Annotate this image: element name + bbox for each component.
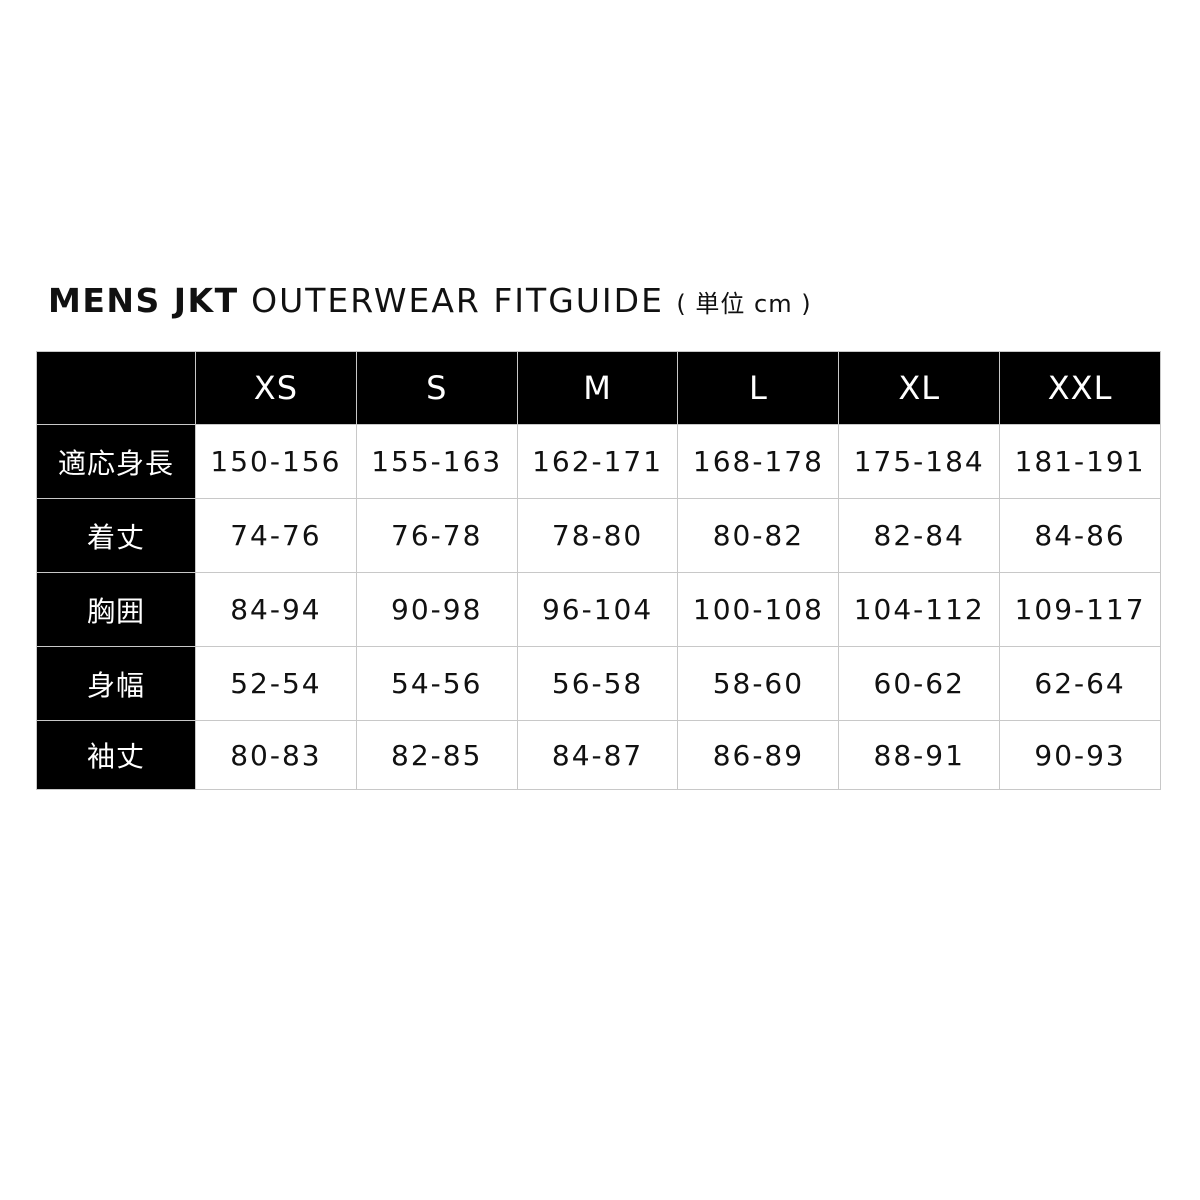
column-header-m: M [516, 351, 679, 425]
table-cell: 80-83 [195, 720, 357, 790]
table-cell: 58-60 [677, 646, 840, 721]
table-cell: 52-54 [195, 646, 357, 721]
table-cell: 82-85 [355, 720, 518, 790]
table-cell: 168-178 [677, 424, 840, 499]
table-cell: 90-98 [355, 572, 518, 647]
table-row: 袖丈 80-83 82-85 84-87 86-89 88-91 90-93 [36, 720, 1161, 790]
table-cell: 54-56 [355, 646, 518, 721]
table-cell: 155-163 [355, 424, 518, 499]
table-cell: 84-94 [195, 572, 357, 647]
header-row: XS S M L XL XXL [36, 351, 1161, 425]
table-cell: 162-171 [516, 424, 679, 499]
column-header-xxl: XXL [999, 351, 1161, 425]
table-row: 適応身長 150-156 155-163 162-171 168-178 175-184 1… [36, 424, 1161, 499]
row-header: 適応身長 [36, 424, 196, 499]
table-row: 身幅 52-54 54-56 56-58 58-60 60-62 62-64 [36, 646, 1161, 721]
table-cell: 80-82 [677, 498, 840, 573]
table-cell: 60-62 [838, 646, 1001, 721]
table-cell: 62-64 [999, 646, 1161, 721]
row-header: 着丈 [36, 498, 196, 573]
table-cell: 96-104 [516, 572, 679, 647]
table-cell: 175-184 [838, 424, 1001, 499]
table-cell: 76-78 [355, 498, 518, 573]
table-cell: 104-112 [838, 572, 1001, 647]
table-row: 胸囲 84-94 90-98 96-104 100-108 104-112 109-117 [36, 572, 1161, 647]
table-cell: 88-91 [838, 720, 1001, 790]
page-title: MENS JKT OUTERWEAR FITGUIDE ( 単位 cm ) [48, 280, 812, 325]
table-cell: 78-80 [516, 498, 679, 573]
table-cell: 74-76 [195, 498, 357, 573]
table-cell: 109-117 [999, 572, 1161, 647]
table-cell: 82-84 [838, 498, 1001, 573]
table-cell: 84-86 [999, 498, 1161, 573]
size-chart-table: XS S M L XL XXL 適応身長 150-156 155-163 162-17… [36, 351, 1161, 790]
title-unit: ( 単位 cm ) [676, 290, 812, 318]
table-cell: 56-58 [516, 646, 679, 721]
row-header: 身幅 [36, 646, 196, 721]
table-row: 着丈 74-76 76-78 78-80 80-82 82-84 84-86 [36, 498, 1161, 573]
row-header: 袖丈 [36, 720, 196, 790]
table-cell: 90-93 [999, 720, 1161, 790]
table-cell: 100-108 [677, 572, 840, 647]
title-bold: MENS JKT [48, 281, 239, 320]
corner-cell [36, 351, 196, 425]
table-cell: 84-87 [516, 720, 679, 790]
title-regular: OUTERWEAR FITGUIDE [251, 281, 664, 320]
table-cell: 181-191 [999, 424, 1161, 499]
column-header-xl: XL [838, 351, 1001, 425]
column-header-l: L [677, 351, 840, 425]
column-header-s: S [355, 351, 518, 425]
column-header-xs: XS [195, 351, 357, 425]
row-header: 胸囲 [36, 572, 196, 647]
table-cell: 150-156 [195, 424, 357, 499]
table-cell: 86-89 [677, 720, 840, 790]
